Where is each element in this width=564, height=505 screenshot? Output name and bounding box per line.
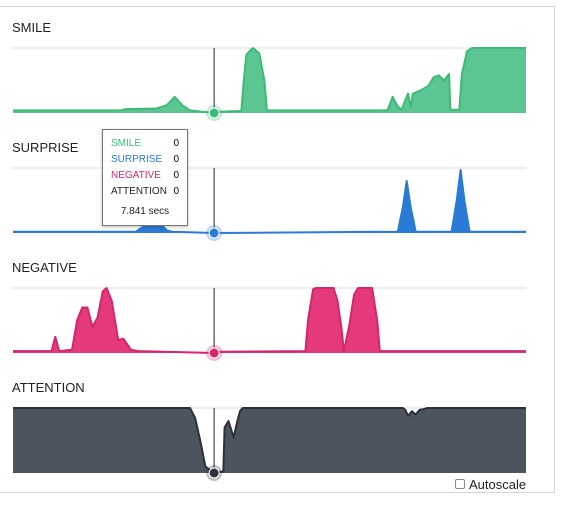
surprise-area: [13, 169, 526, 233]
negative-lane-title: NEGATIVE: [12, 260, 77, 275]
tooltip-row-attention: ATTENTION 0: [111, 184, 179, 200]
cursor-tooltip: SMILE 0 SURPRISE 0 NEGATIVE 0 ATTENTION …: [102, 129, 188, 226]
negative-line: [13, 287, 526, 354]
tooltip-negative-label: NEGATIVE: [111, 170, 161, 181]
tooltip-surprise-label: SURPRISE: [111, 154, 163, 165]
attention-area: [13, 408, 526, 473]
attention-lane-title: ATTENTION: [12, 380, 85, 395]
surprise-line: [13, 168, 526, 234]
tooltip-surprise-value: 0: [173, 154, 179, 165]
smile-lane-title: SMILE: [12, 20, 51, 35]
negative-cursor-dot[interactable]: [208, 347, 220, 359]
tooltip-row-surprise: SURPRISE 0: [111, 152, 179, 168]
smile-line: [13, 47, 526, 114]
autoscale-toggle[interactable]: Autoscale: [455, 476, 526, 492]
tooltip-attention-value: 0: [173, 186, 179, 197]
attention-line: [13, 407, 526, 474]
tooltip-negative-value: 0: [173, 170, 179, 181]
smile-cursor-dot[interactable]: [208, 107, 220, 119]
tooltip-smile-label: SMILE: [111, 138, 142, 149]
autoscale-label: Autoscale: [469, 476, 527, 492]
tooltip-time: 7.841 secs: [120, 206, 170, 217]
tooltip-attention-label: ATTENTION: [111, 186, 167, 197]
surprise-cursor-dot[interactable]: [208, 227, 220, 239]
autoscale-checkbox[interactable]: [455, 479, 465, 489]
smile-area: [13, 48, 526, 113]
tooltip-row-negative: NEGATIVE 0: [111, 168, 179, 184]
attention-cursor-dot[interactable]: [208, 467, 220, 479]
tooltip-smile-value: 0: [173, 138, 179, 149]
tooltip-row-smile: SMILE 0: [111, 136, 179, 152]
surprise-lane-title: SURPRISE: [12, 140, 79, 155]
